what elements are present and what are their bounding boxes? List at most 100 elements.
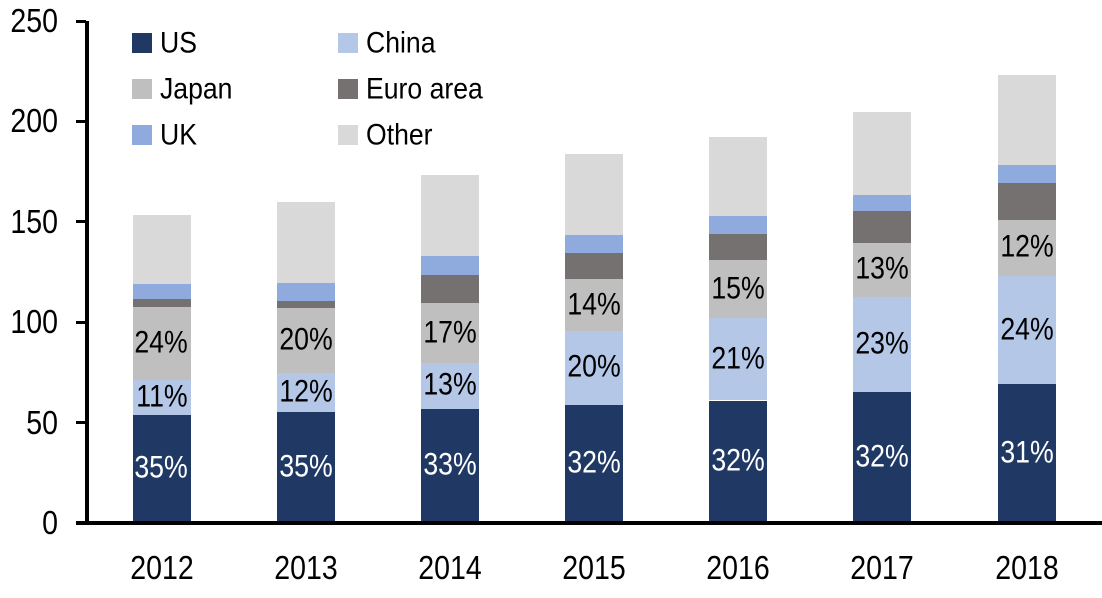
segment-uk-2018 [997,164,1056,183]
segment-euro-area-2017 [853,210,912,243]
y-tick-label: 100 [10,302,59,341]
segment-other-2017 [853,112,912,195]
segment-uk-2015 [565,234,623,253]
segment-other-2013 [276,201,335,284]
segment-us-2017: 32% [853,392,912,523]
segment-percent-label: 32% [855,439,910,475]
segment-china-2013: 12% [276,373,335,412]
segment-japan-2014: 17% [420,303,479,364]
legend-item-us: US [132,26,199,59]
x-axis-line [76,521,1102,525]
x-tick-label: 2018 [994,548,1059,587]
y-tick-mark [76,320,86,324]
segment-other-2015 [565,153,623,235]
segment-uk-2017 [853,194,912,211]
x-tick-label: 2017 [850,548,915,587]
segment-percent-label: 32% [711,443,765,479]
x-tick-label: 2016 [706,548,770,587]
legend-label: Euro area [366,72,483,105]
segment-other-2012 [132,214,191,285]
legend-label: Japan [160,72,233,105]
segment-japan-2016: 15% [709,259,768,319]
x-tick-label: 2012 [129,548,194,587]
segment-other-2016 [709,137,768,216]
segment-percent-label: 20% [278,322,333,358]
segment-china-2015: 20% [565,331,623,405]
y-axis-line [85,21,89,525]
segment-china-2017: 23% [853,297,912,393]
legend-swatch [338,33,358,53]
segment-euro-area-2012 [132,299,191,308]
segment-uk-2016 [709,215,768,234]
y-tick-label: 50 [26,403,58,441]
y-tick-label: 250 [10,1,59,40]
segment-china-2016: 21% [709,318,768,401]
segment-japan-2017: 13% [853,242,912,298]
segment-euro-area-2018 [997,182,1056,220]
segment-percent-label: 31% [999,435,1054,471]
segment-percent-label: 20% [567,350,621,385]
segment-euro-area-2014 [420,275,479,304]
y-tick-mark [76,119,86,123]
segment-percent-label: 33% [423,447,477,483]
legend-item-euro-area: Euro area [338,72,489,105]
legend-item-japan: Japan [132,72,236,105]
segment-other-2014 [420,174,479,256]
legend-swatch [132,79,152,99]
segment-china-2014: 13% [420,363,479,409]
segment-uk-2012 [132,284,191,300]
segment-euro-area-2013 [276,301,335,309]
segment-us-2014: 33% [420,408,479,523]
segment-percent-label: 12% [278,374,333,410]
y-tick-mark [76,220,86,224]
legend-swatch [132,125,152,145]
segment-us-2018: 31% [997,384,1056,523]
segment-japan-2012: 24% [132,307,191,381]
segment-percent-label: 13% [423,368,477,403]
legend-label: China [366,26,436,59]
segment-japan-2018: 12% [997,219,1056,276]
segment-percent-label: 21% [711,341,765,377]
legend-swatch [338,125,358,145]
segment-us-2015: 32% [565,404,623,523]
legend-item-other: Other [338,118,436,151]
y-tick-mark [76,421,86,425]
segment-japan-2013: 20% [276,308,335,374]
segment-china-2018: 24% [997,276,1056,385]
legend-label: US [160,26,197,59]
segment-percent-label: 12% [999,230,1054,265]
segment-euro-area-2016 [709,233,768,260]
y-tick-label: 150 [10,202,59,241]
y-tick-mark [76,19,86,23]
segment-percent-label: 24% [999,312,1054,347]
segment-us-2016: 32% [709,400,768,523]
segment-percent-label: 32% [567,445,621,481]
legend-label: UK [160,118,197,151]
segment-other-2018 [997,75,1056,165]
legend-swatch [338,79,358,99]
legend-swatch [132,33,152,53]
segment-euro-area-2015 [565,252,623,280]
segment-percent-label: 23% [855,326,910,362]
segment-us-2013: 35% [276,411,335,523]
segment-percent-label: 17% [423,315,477,350]
legend-item-china: China [338,26,439,59]
legend-label: Other [366,118,433,151]
segment-uk-2013 [276,283,335,302]
legend-item-uk: UK [132,118,199,151]
y-tick-label: 0 [42,503,58,542]
segment-percent-label: 15% [711,271,765,306]
x-tick-label: 2013 [273,548,338,587]
y-tick-label: 200 [10,101,59,140]
segment-percent-label: 35% [134,450,189,486]
segment-percent-label: 24% [134,325,189,361]
segment-us-2012: 35% [132,414,191,523]
segment-percent-label: 13% [855,252,910,287]
segment-china-2012: 11% [132,379,191,415]
x-tick-label: 2014 [418,548,482,587]
x-tick-label: 2015 [562,548,626,587]
segment-japan-2015: 14% [565,279,623,332]
segment-percent-label: 35% [278,449,333,485]
segment-percent-label: 11% [135,379,188,415]
